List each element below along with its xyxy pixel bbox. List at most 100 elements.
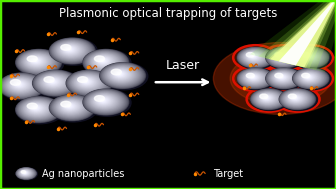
Circle shape bbox=[261, 95, 273, 102]
Circle shape bbox=[306, 76, 311, 78]
Circle shape bbox=[275, 52, 290, 61]
Circle shape bbox=[257, 92, 279, 105]
Circle shape bbox=[3, 76, 39, 95]
Circle shape bbox=[104, 65, 139, 85]
Circle shape bbox=[18, 169, 34, 178]
Circle shape bbox=[84, 80, 88, 83]
Circle shape bbox=[280, 89, 315, 109]
Circle shape bbox=[89, 53, 121, 71]
Circle shape bbox=[19, 169, 32, 177]
Circle shape bbox=[42, 75, 66, 89]
Circle shape bbox=[102, 64, 142, 87]
Circle shape bbox=[87, 91, 123, 112]
Circle shape bbox=[21, 171, 26, 173]
Circle shape bbox=[305, 75, 311, 79]
Circle shape bbox=[304, 54, 313, 59]
Circle shape bbox=[33, 106, 39, 110]
Circle shape bbox=[290, 95, 302, 102]
Circle shape bbox=[275, 53, 283, 57]
Circle shape bbox=[51, 39, 92, 62]
Circle shape bbox=[22, 53, 54, 71]
Circle shape bbox=[33, 59, 38, 62]
Circle shape bbox=[302, 53, 316, 60]
Circle shape bbox=[54, 97, 89, 117]
Circle shape bbox=[269, 49, 298, 66]
Circle shape bbox=[84, 90, 127, 114]
Circle shape bbox=[59, 100, 82, 113]
Circle shape bbox=[305, 75, 312, 79]
Circle shape bbox=[238, 48, 272, 67]
Circle shape bbox=[75, 75, 100, 90]
Circle shape bbox=[21, 170, 30, 176]
Circle shape bbox=[53, 97, 90, 118]
Circle shape bbox=[295, 49, 326, 66]
Circle shape bbox=[56, 98, 86, 116]
Circle shape bbox=[67, 71, 111, 95]
Circle shape bbox=[278, 75, 285, 79]
Circle shape bbox=[271, 50, 295, 64]
Circle shape bbox=[245, 52, 262, 62]
Circle shape bbox=[7, 77, 34, 93]
Circle shape bbox=[82, 79, 90, 84]
Circle shape bbox=[23, 171, 28, 174]
Circle shape bbox=[28, 104, 45, 113]
Circle shape bbox=[86, 51, 124, 73]
Circle shape bbox=[9, 79, 31, 91]
Circle shape bbox=[306, 76, 310, 78]
Circle shape bbox=[87, 52, 123, 72]
Circle shape bbox=[54, 98, 88, 117]
Circle shape bbox=[299, 72, 320, 84]
Circle shape bbox=[83, 50, 131, 77]
Circle shape bbox=[19, 51, 57, 73]
Circle shape bbox=[46, 78, 61, 86]
Circle shape bbox=[238, 69, 272, 88]
Circle shape bbox=[287, 93, 305, 104]
Circle shape bbox=[248, 53, 259, 60]
Circle shape bbox=[280, 90, 314, 109]
Circle shape bbox=[295, 70, 326, 87]
Circle shape bbox=[17, 168, 35, 178]
Circle shape bbox=[20, 52, 56, 72]
Circle shape bbox=[246, 73, 262, 82]
Circle shape bbox=[92, 94, 117, 108]
Circle shape bbox=[16, 50, 64, 77]
Circle shape bbox=[44, 77, 64, 88]
Circle shape bbox=[299, 72, 321, 84]
Circle shape bbox=[1, 74, 42, 97]
Circle shape bbox=[16, 168, 37, 180]
Circle shape bbox=[33, 70, 78, 96]
Circle shape bbox=[61, 101, 79, 112]
Circle shape bbox=[267, 48, 300, 67]
Circle shape bbox=[246, 73, 254, 78]
Text: Ag nanoparticles: Ag nanoparticles bbox=[42, 169, 124, 178]
Circle shape bbox=[32, 59, 40, 63]
Circle shape bbox=[297, 50, 323, 65]
Circle shape bbox=[250, 75, 256, 79]
Circle shape bbox=[16, 97, 64, 124]
Circle shape bbox=[274, 73, 291, 82]
Circle shape bbox=[64, 46, 75, 53]
Circle shape bbox=[21, 52, 54, 71]
Circle shape bbox=[271, 71, 294, 84]
Circle shape bbox=[18, 98, 58, 121]
Circle shape bbox=[240, 70, 269, 86]
Circle shape bbox=[91, 94, 117, 108]
Circle shape bbox=[36, 72, 74, 94]
Circle shape bbox=[83, 89, 131, 116]
Circle shape bbox=[43, 76, 64, 88]
Circle shape bbox=[104, 65, 140, 85]
Circle shape bbox=[285, 92, 307, 105]
Circle shape bbox=[284, 92, 308, 105]
Circle shape bbox=[67, 48, 72, 51]
Circle shape bbox=[35, 60, 36, 61]
Circle shape bbox=[238, 48, 273, 67]
Circle shape bbox=[66, 104, 72, 108]
Circle shape bbox=[21, 171, 29, 175]
Circle shape bbox=[270, 50, 296, 64]
Circle shape bbox=[88, 92, 122, 111]
Circle shape bbox=[252, 76, 254, 78]
Circle shape bbox=[38, 74, 71, 92]
Circle shape bbox=[45, 77, 61, 87]
Circle shape bbox=[68, 49, 70, 50]
Circle shape bbox=[51, 39, 93, 63]
